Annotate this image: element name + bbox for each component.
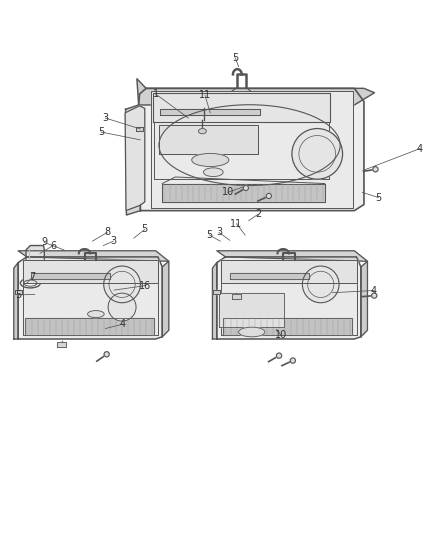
Polygon shape bbox=[221, 261, 357, 283]
Polygon shape bbox=[126, 105, 141, 215]
Text: 16: 16 bbox=[139, 281, 151, 290]
Polygon shape bbox=[26, 246, 44, 274]
Circle shape bbox=[108, 293, 136, 321]
Text: 5: 5 bbox=[375, 192, 381, 203]
Ellipse shape bbox=[24, 280, 37, 286]
Polygon shape bbox=[160, 109, 261, 115]
Polygon shape bbox=[162, 261, 169, 337]
Polygon shape bbox=[125, 106, 145, 211]
Polygon shape bbox=[152, 93, 330, 123]
Polygon shape bbox=[151, 91, 353, 207]
Ellipse shape bbox=[198, 128, 206, 134]
Circle shape bbox=[373, 167, 378, 172]
Circle shape bbox=[292, 128, 343, 179]
Polygon shape bbox=[217, 257, 361, 339]
Polygon shape bbox=[219, 293, 285, 327]
Polygon shape bbox=[212, 263, 217, 339]
Ellipse shape bbox=[20, 278, 40, 288]
Ellipse shape bbox=[88, 311, 104, 318]
Text: 6: 6 bbox=[50, 240, 56, 251]
Text: 5: 5 bbox=[98, 127, 104, 137]
Bar bbox=[213, 289, 220, 294]
Circle shape bbox=[266, 193, 272, 199]
Circle shape bbox=[104, 266, 141, 303]
Bar bbox=[136, 127, 143, 131]
Text: 8: 8 bbox=[104, 228, 110, 237]
Polygon shape bbox=[221, 261, 357, 335]
Circle shape bbox=[276, 353, 282, 358]
Polygon shape bbox=[230, 273, 308, 279]
Polygon shape bbox=[217, 251, 367, 261]
Text: 10: 10 bbox=[222, 187, 234, 197]
Polygon shape bbox=[25, 318, 153, 335]
Circle shape bbox=[371, 293, 377, 298]
Polygon shape bbox=[18, 257, 162, 339]
Polygon shape bbox=[223, 318, 352, 335]
Polygon shape bbox=[14, 263, 18, 339]
Circle shape bbox=[243, 185, 248, 191]
Ellipse shape bbox=[192, 154, 229, 166]
Polygon shape bbox=[137, 79, 374, 105]
Text: 4: 4 bbox=[417, 143, 423, 154]
Text: 3: 3 bbox=[102, 113, 109, 123]
Text: 4: 4 bbox=[371, 286, 377, 295]
Text: 11: 11 bbox=[230, 219, 243, 229]
Ellipse shape bbox=[204, 168, 223, 176]
Bar bbox=[57, 342, 66, 348]
Polygon shape bbox=[18, 251, 169, 261]
Circle shape bbox=[104, 352, 110, 357]
Text: 3: 3 bbox=[110, 236, 117, 246]
Bar bbox=[232, 294, 241, 299]
Polygon shape bbox=[162, 183, 325, 202]
Bar bbox=[14, 289, 21, 294]
Text: 1: 1 bbox=[152, 89, 159, 99]
Text: 3: 3 bbox=[216, 228, 222, 237]
Text: 11: 11 bbox=[199, 91, 211, 100]
Text: 5: 5 bbox=[232, 53, 238, 63]
Ellipse shape bbox=[239, 327, 265, 337]
Text: 5: 5 bbox=[141, 224, 148, 235]
Text: 5: 5 bbox=[15, 290, 21, 300]
Polygon shape bbox=[361, 261, 367, 337]
Polygon shape bbox=[22, 261, 158, 283]
Polygon shape bbox=[31, 273, 110, 279]
Text: 7: 7 bbox=[29, 272, 35, 282]
Polygon shape bbox=[139, 88, 364, 211]
Circle shape bbox=[302, 266, 339, 303]
Text: 2: 2 bbox=[255, 209, 261, 219]
Text: 9: 9 bbox=[41, 238, 47, 247]
Text: 5: 5 bbox=[206, 230, 212, 240]
Text: 10: 10 bbox=[275, 330, 287, 341]
Polygon shape bbox=[159, 125, 258, 154]
Text: 4: 4 bbox=[120, 319, 126, 329]
Polygon shape bbox=[22, 261, 158, 335]
Circle shape bbox=[290, 358, 296, 363]
